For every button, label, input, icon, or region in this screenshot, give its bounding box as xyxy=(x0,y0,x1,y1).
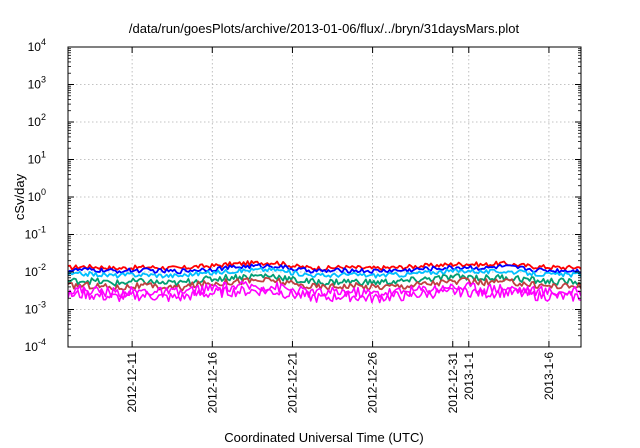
series-line xyxy=(68,263,581,275)
y-tick-label: 10-3 xyxy=(25,300,46,317)
series-line xyxy=(68,285,581,304)
x-tick-label: 2012-12-21 xyxy=(285,352,299,414)
y-tick-label: 100 xyxy=(28,187,46,204)
x-tick-label: 2013-1-6 xyxy=(542,352,556,400)
grid-layer xyxy=(68,46,581,348)
series-layer xyxy=(68,260,581,304)
y-tick-label: 10-4 xyxy=(25,337,46,354)
y-tick-label: 101 xyxy=(28,150,46,167)
tick-layer: 10-4 10-3 10-2 10-1 100 101 102 103 104 2012-12-1… xyxy=(25,37,581,413)
y-tick-label: 102 xyxy=(28,112,46,129)
y-tick-label: 103 xyxy=(28,75,46,92)
y-tick-label: 104 xyxy=(28,37,46,54)
x-tick-label: 2012-12-16 xyxy=(205,352,219,414)
series-line xyxy=(68,276,581,292)
chart-title: /data/run/goesPlots/archive/2013-01-06/f… xyxy=(129,21,520,36)
y-tick-label: 10-1 xyxy=(25,225,46,242)
y-axis-title: cSv/day xyxy=(12,173,27,220)
series-line xyxy=(68,266,581,279)
x-axis-title: Coordinated Universal Time (UTC) xyxy=(224,430,423,445)
x-tick-label: 2012-12-31 xyxy=(446,352,460,414)
y-tick-label: 10-2 xyxy=(25,262,46,279)
x-tick-label: 2013-1-1 xyxy=(462,352,476,400)
x-tick-label: 2012-12-26 xyxy=(366,352,380,414)
x-tick-label: 2012-12-11 xyxy=(125,352,139,413)
